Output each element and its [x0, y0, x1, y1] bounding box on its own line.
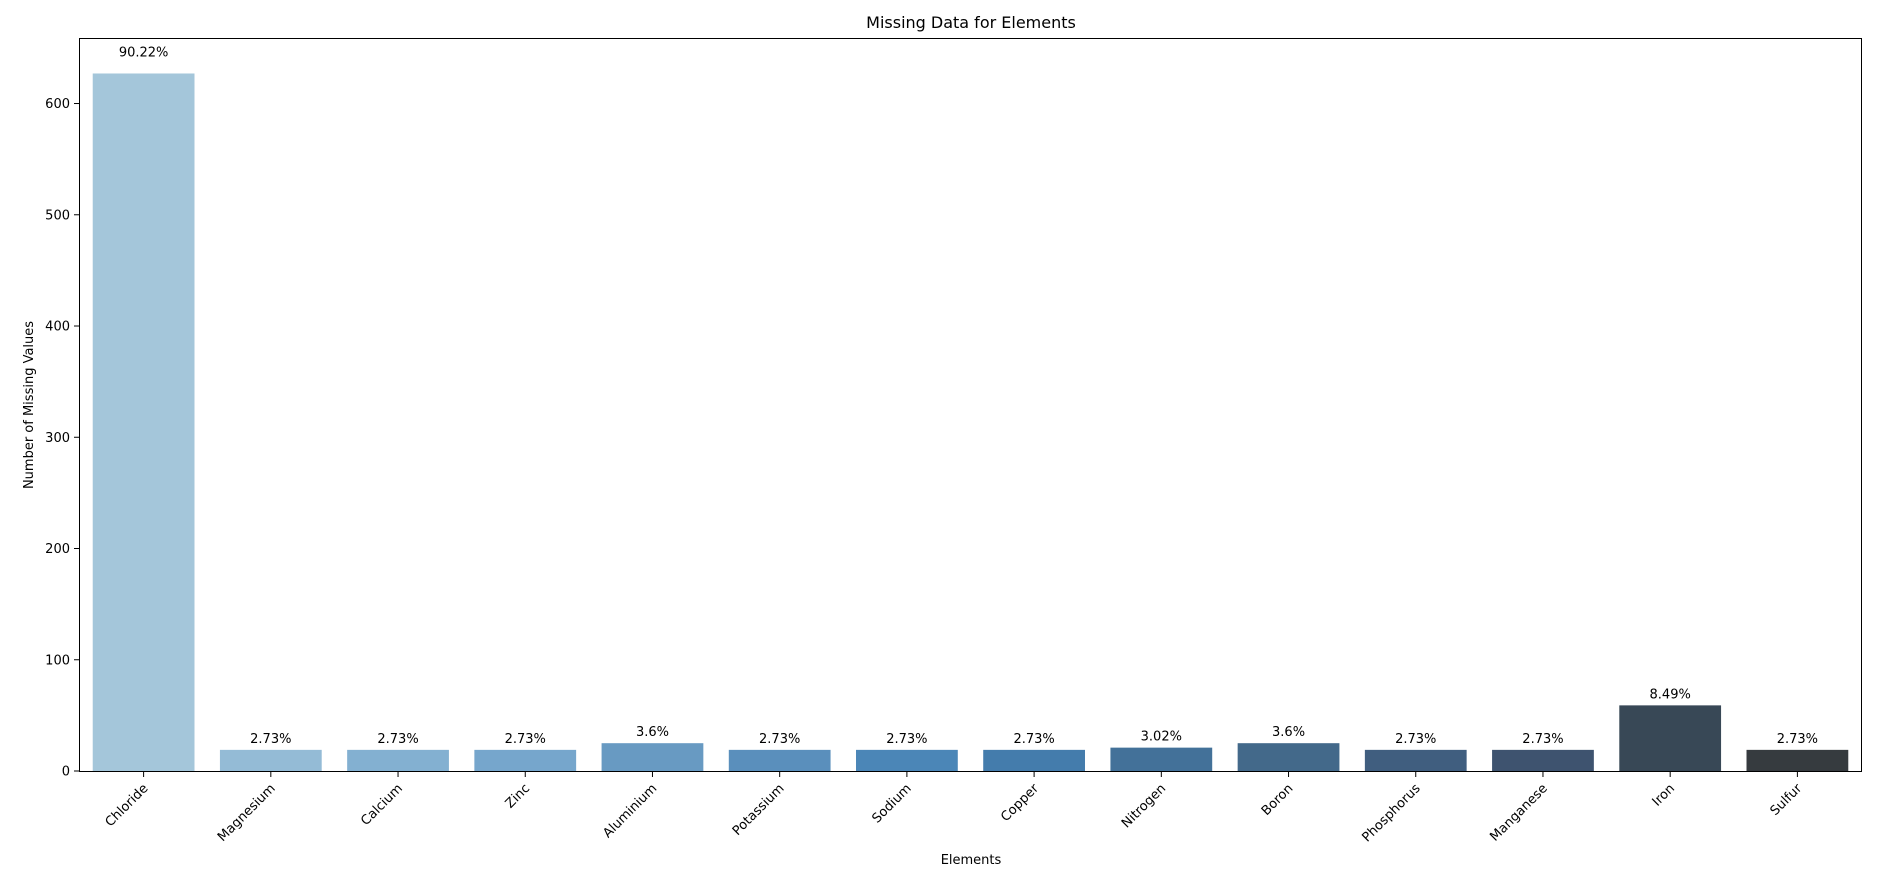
y-axis-label: Number of Missing Values — [22, 321, 37, 489]
x-tick-label: Zinc — [503, 781, 533, 811]
y-axis: 0 100 200 300 400 500 600 — [45, 97, 80, 780]
bar — [856, 749, 958, 771]
data-labels: 90.22% 2.73% 2.73% 2.73% 3.6% 2.73% 2.73% 2.73%… — [119, 45, 1818, 746]
x-tick-label: Potassium — [730, 781, 788, 839]
bar-series — [92, 73, 1849, 771]
y-tick-label: 400 — [45, 320, 70, 335]
bar-value-label: 8.49% — [1650, 687, 1691, 702]
x-tick-label: Iron — [1650, 781, 1678, 809]
bar-value-label: 2.73% — [1395, 732, 1436, 747]
x-tick-label: Sulfur — [1768, 781, 1806, 819]
chart-title: Missing Data for Elements — [866, 13, 1076, 32]
bar-value-label: 2.73% — [1013, 732, 1054, 747]
x-tick-label: Phosphorus — [1360, 781, 1424, 845]
bar — [1237, 743, 1340, 771]
x-tick-label: Magnesium — [215, 781, 279, 845]
x-tick-label: Chloride — [103, 781, 152, 830]
y-tick-label: 600 — [45, 97, 70, 112]
bar — [92, 73, 195, 771]
bar — [1746, 749, 1849, 771]
bar — [983, 749, 1085, 771]
x-tick-label: Sodium — [869, 781, 914, 826]
bar-value-label: 3.6% — [1272, 725, 1305, 740]
bar-value-label: 2.73% — [505, 732, 546, 747]
bar — [1110, 747, 1213, 771]
bar-value-label: 2.73% — [886, 732, 927, 747]
x-tick-label: Aluminium — [600, 781, 660, 841]
bar — [347, 749, 449, 771]
y-tick-label: 100 — [45, 653, 70, 668]
x-tick-label: Calcium — [358, 781, 406, 829]
bar-value-label: 2.73% — [759, 732, 800, 747]
y-tick-label: 0 — [62, 765, 70, 780]
bar — [474, 749, 577, 771]
bar-value-label: 2.73% — [250, 732, 291, 747]
x-tick-label: Manganese — [1487, 781, 1550, 844]
bar — [728, 749, 831, 771]
bar — [601, 743, 704, 771]
bar — [219, 749, 322, 771]
bar-value-label: 2.73% — [377, 732, 418, 747]
y-tick-label: 200 — [45, 542, 70, 557]
bar — [1619, 705, 1722, 771]
x-axis: Chloride Magnesium Calcium Zinc Aluminium Pot… — [103, 771, 1806, 845]
bar — [1364, 749, 1467, 771]
bar-value-label: 3.6% — [636, 725, 669, 740]
bar — [1492, 749, 1594, 771]
x-tick-label: Boron — [1259, 781, 1297, 819]
x-axis-label: Elements — [941, 853, 1002, 868]
plot-frame — [79, 38, 1862, 772]
bar-value-label: 2.73% — [1777, 732, 1818, 747]
x-tick-label: Nitrogen — [1119, 781, 1169, 831]
y-tick-label: 500 — [45, 208, 70, 223]
x-tick-label: Copper — [998, 781, 1042, 825]
bar-value-label: 3.02% — [1141, 730, 1182, 745]
bar-value-label: 90.22% — [119, 45, 169, 60]
y-tick-label: 300 — [45, 431, 70, 446]
bar-value-label: 2.73% — [1522, 732, 1563, 747]
